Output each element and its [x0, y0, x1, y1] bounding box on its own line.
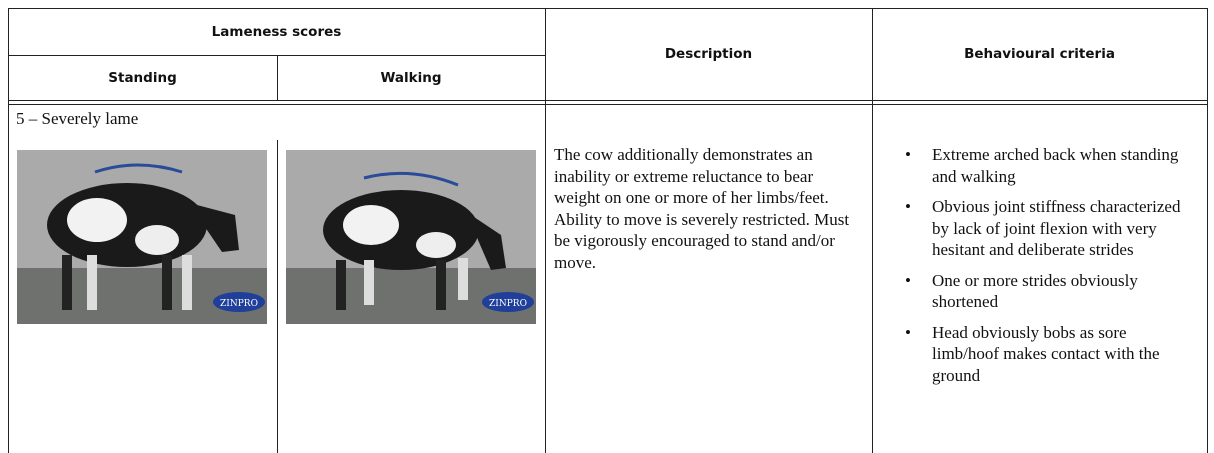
- border: [8, 8, 9, 453]
- walking-photo: ZINPRO: [286, 150, 536, 324]
- border: [1207, 8, 1208, 453]
- score-label: 5 – Severely lame: [16, 109, 139, 128]
- criteria-item: Head obviously bobs as sore limb/hoof ma…: [905, 322, 1197, 387]
- criteria-list: Extreme arched back when standing and wa…: [905, 144, 1197, 395]
- border: [8, 8, 1208, 9]
- standing-photo: ZINPRO: [17, 150, 267, 324]
- criteria-item: Extreme arched back when standing and wa…: [905, 144, 1197, 187]
- criteria-item: One or more strides obviously shortened: [905, 270, 1197, 313]
- header-walking: Walking: [380, 69, 442, 86]
- border: [8, 55, 545, 56]
- border: [872, 8, 873, 453]
- header-group: Lameness scores: [211, 23, 342, 40]
- header-description: Description: [664, 46, 753, 62]
- header-criteria: Behavioural criteria: [964, 46, 1115, 62]
- header-standing: Standing: [108, 69, 177, 86]
- logo: ZINPRO: [489, 299, 527, 309]
- border: [277, 55, 278, 101]
- border: [545, 8, 546, 453]
- description: The cow additionally demonstrates an ina…: [554, 145, 850, 272]
- logo: ZINPRO: [220, 299, 258, 309]
- criteria-item: Obvious joint stiffness characterized by…: [905, 196, 1197, 261]
- border: [8, 104, 1208, 105]
- border: [8, 100, 1208, 101]
- border: [277, 140, 278, 453]
